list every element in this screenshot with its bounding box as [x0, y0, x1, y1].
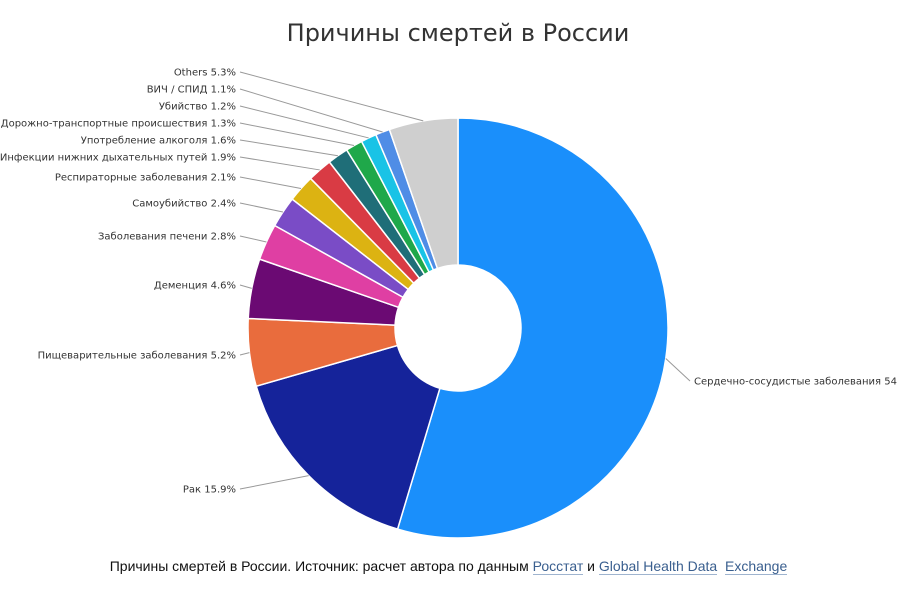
slice-label-4: Деменция 4.6%	[154, 281, 236, 292]
leader-lines-group	[239, 71, 691, 490]
slice-label-11: Убийство 1.2%	[159, 102, 236, 113]
leader-line-7	[239, 176, 302, 189]
global-health-data-link[interactable]: Global Health Data	[598, 558, 718, 575]
rosstat-link[interactable]: Росстат	[532, 558, 584, 575]
slice-label-2: Рак 15.9%	[183, 485, 236, 496]
slice-label-12: ВИЧ / СПИД 1.1%	[147, 85, 236, 96]
chart-title: Причины смертей в России	[287, 19, 630, 47]
caption-text: Причины смертей в России. Источник: расч…	[109, 558, 533, 574]
slice-2	[255, 344, 441, 531]
slice-label-8: Инфекции нижних дыхательных путей 1.9%	[0, 153, 236, 164]
slice-label-1: Сердечно-сосудистые заболевания 54.7%	[694, 377, 897, 388]
leader-line-3	[239, 352, 250, 356]
slice-label-13: Others 5.3%	[174, 68, 236, 79]
slice-labels-group: Сердечно-сосудистые заболевания 54.7% Рак…	[0, 68, 897, 496]
slice-label-10: Дорожно-транспортные происшествия 1.3%	[1, 119, 236, 130]
leader-line-6	[239, 202, 284, 213]
chart-caption: Причины смертей в России. Источник: расч…	[0, 558, 897, 575]
slice-13	[388, 117, 459, 270]
leader-line-11	[239, 105, 369, 139]
slice-label-9: Употребление алкоголя 1.6%	[81, 136, 236, 147]
slice-label-3: Пищеварительные заболевания 5.2%	[38, 351, 236, 362]
slice-label-6: Самоубийство 2.4%	[132, 199, 236, 210]
leader-line-1	[665, 358, 691, 382]
exchange-link[interactable]: Exchange	[724, 558, 788, 575]
slice-label-5: Заболевания печени 2.8%	[98, 232, 236, 243]
leader-line-12	[239, 88, 383, 133]
leader-line-9	[239, 139, 338, 157]
slices-group	[247, 117, 669, 539]
caption-conjunction: и	[583, 558, 599, 574]
leader-line-2	[239, 475, 309, 490]
slice-label-7: Респираторные заболевания 2.1%	[55, 173, 236, 184]
leader-line-10	[239, 122, 355, 147]
leader-line-4	[239, 284, 252, 289]
slice-1	[396, 117, 669, 539]
leader-line-13	[239, 71, 424, 122]
leader-line-8	[239, 156, 320, 171]
leader-line-5	[239, 235, 267, 243]
